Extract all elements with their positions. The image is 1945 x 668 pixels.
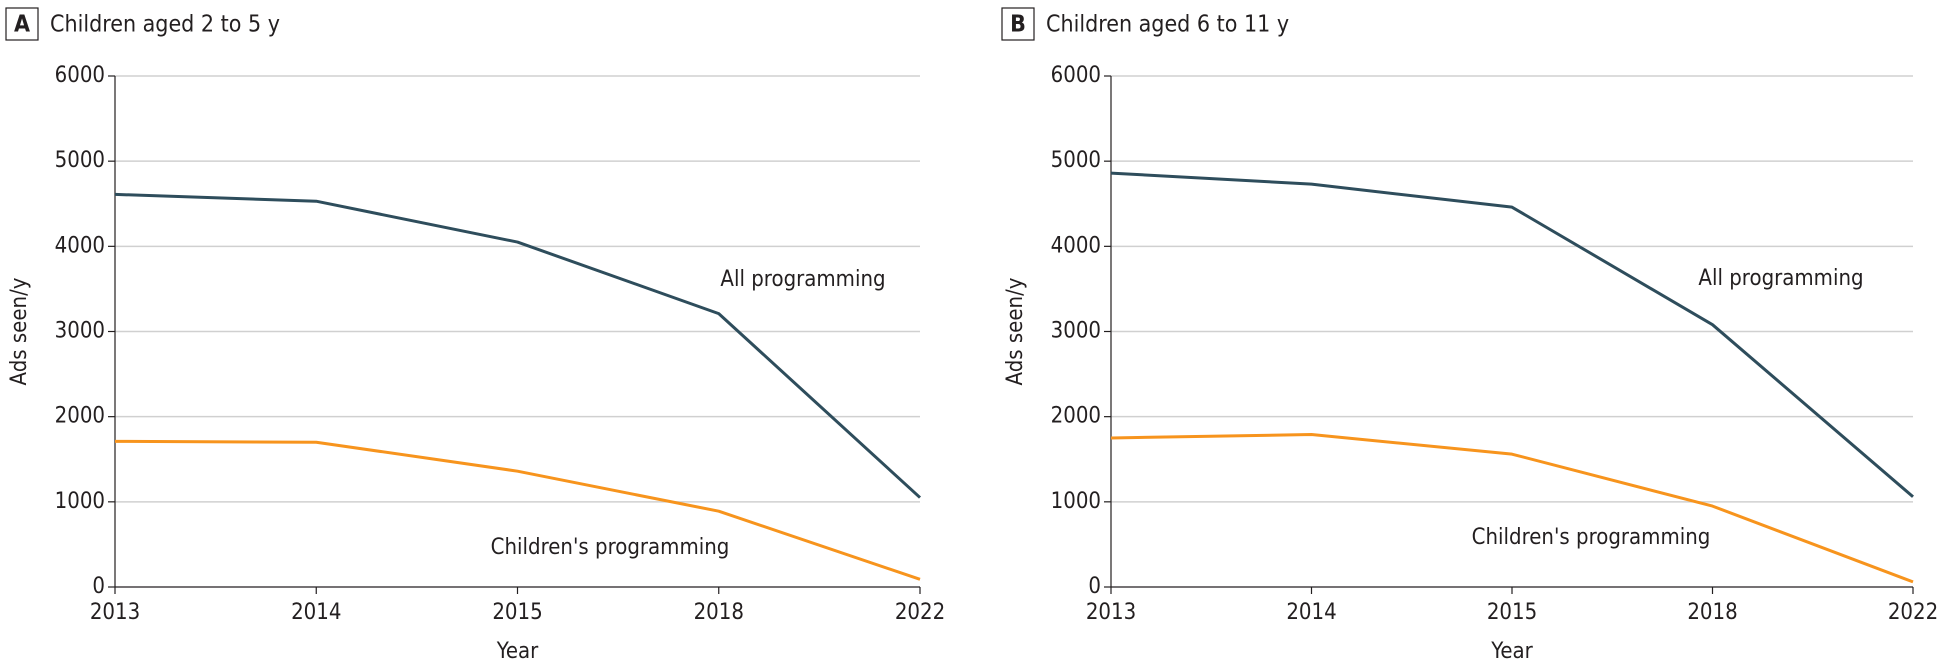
- y-tick-label: 6000: [55, 63, 105, 88]
- panel-box: [1001, 7, 1035, 41]
- panel-box: [5, 7, 39, 41]
- y-tick-label: 0: [1088, 574, 1101, 599]
- x-tick-label: 2014: [1286, 600, 1336, 625]
- x-tick-label: 2018: [1687, 600, 1737, 625]
- panel-letter: B: [1010, 12, 1026, 38]
- series-line: [1110, 171, 1914, 498]
- series-label: All programming: [1698, 266, 1863, 291]
- x-tick-label: 2022: [895, 600, 945, 625]
- series-line: [1110, 433, 1914, 584]
- y-tick-label: 2000: [55, 404, 105, 429]
- y-axis-label: Ads seen/y: [7, 277, 32, 385]
- y-tick-label: 5000: [1051, 148, 1101, 173]
- y-tick-label: 3000: [55, 319, 105, 344]
- x-tick-label: 2022: [1888, 600, 1938, 625]
- series-label: Children's programming: [1472, 525, 1711, 550]
- y-tick-label: 5000: [55, 148, 105, 173]
- y-axis-label: Ads seen/y: [1003, 277, 1028, 385]
- chart-title: Children aged 2 to 5 y: [50, 12, 280, 38]
- x-tick-label: 2013: [90, 600, 140, 625]
- x-tick-label: 2014: [291, 600, 341, 625]
- series-label: Children's programming: [491, 535, 730, 560]
- series-label: All programming: [720, 267, 885, 292]
- panel-letter: A: [14, 12, 30, 38]
- y-tick-label: 1000: [55, 489, 105, 514]
- series-line: [114, 439, 921, 581]
- x-axis-label: Year: [1490, 639, 1533, 664]
- x-tick-label: 2013: [1086, 600, 1136, 625]
- chart-title: Children aged 6 to 11 y: [1046, 12, 1289, 38]
- x-tick-label: 2015: [492, 600, 542, 625]
- series-line: [114, 192, 922, 499]
- y-tick-label: 3000: [1051, 319, 1101, 344]
- y-tick-label: 0: [92, 574, 105, 599]
- y-tick-label: 1000: [1051, 489, 1101, 514]
- x-tick-label: 2015: [1487, 600, 1537, 625]
- y-tick-label: 6000: [1051, 63, 1101, 88]
- x-axis-label: Year: [496, 639, 539, 664]
- y-tick-label: 4000: [55, 233, 105, 258]
- y-tick-label: 4000: [1051, 233, 1101, 258]
- y-tick-label: 2000: [1051, 404, 1101, 429]
- x-tick-label: 2018: [694, 600, 744, 625]
